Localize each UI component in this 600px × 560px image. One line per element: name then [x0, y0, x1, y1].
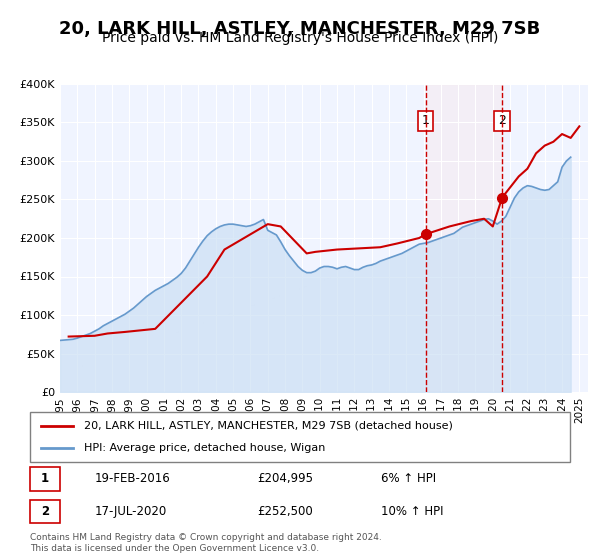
- FancyBboxPatch shape: [30, 500, 60, 523]
- FancyBboxPatch shape: [30, 412, 570, 462]
- Text: £252,500: £252,500: [257, 505, 313, 517]
- Text: 1: 1: [41, 473, 49, 486]
- Text: 17-JUL-2020: 17-JUL-2020: [95, 505, 167, 517]
- Text: £204,995: £204,995: [257, 473, 313, 486]
- Text: 1: 1: [422, 114, 430, 128]
- Text: 6% ↑ HPI: 6% ↑ HPI: [381, 473, 436, 486]
- Text: HPI: Average price, detached house, Wigan: HPI: Average price, detached house, Wiga…: [84, 443, 325, 453]
- Text: 20, LARK HILL, ASTLEY, MANCHESTER, M29 7SB (detached house): 20, LARK HILL, ASTLEY, MANCHESTER, M29 7…: [84, 421, 453, 431]
- Text: 2: 2: [498, 114, 506, 128]
- Text: 10% ↑ HPI: 10% ↑ HPI: [381, 505, 443, 517]
- Text: Price paid vs. HM Land Registry's House Price Index (HPI): Price paid vs. HM Land Registry's House …: [102, 31, 498, 45]
- Text: 19-FEB-2016: 19-FEB-2016: [95, 473, 170, 486]
- Bar: [426, 84, 502, 392]
- Text: 20, LARK HILL, ASTLEY, MANCHESTER, M29 7SB: 20, LARK HILL, ASTLEY, MANCHESTER, M29 7…: [59, 20, 541, 38]
- FancyBboxPatch shape: [30, 468, 60, 491]
- Text: 2: 2: [41, 505, 49, 517]
- Text: Contains HM Land Registry data © Crown copyright and database right 2024.
This d: Contains HM Land Registry data © Crown c…: [30, 533, 382, 553]
